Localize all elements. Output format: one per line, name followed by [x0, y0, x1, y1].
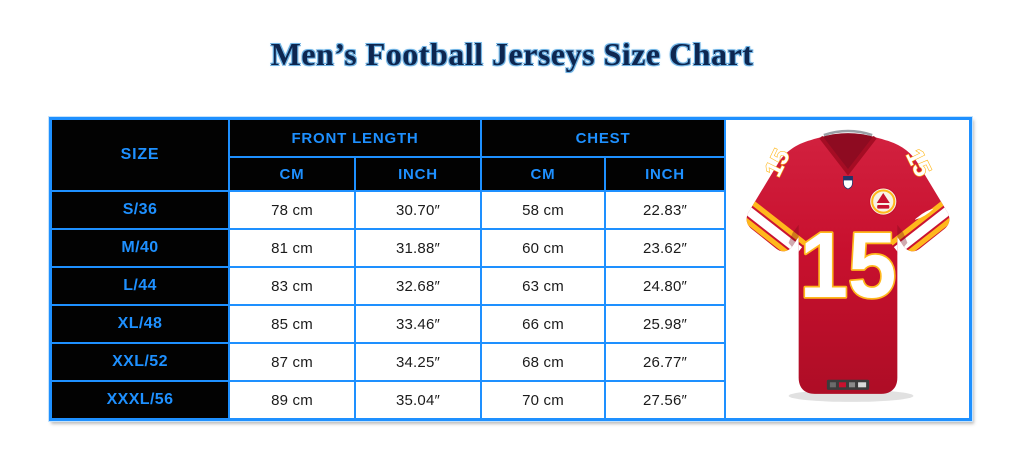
jock-tag [826, 379, 869, 390]
cell-front-cm: 78 cm [230, 192, 354, 228]
jersey-body [746, 135, 949, 394]
cell-front-cm: 85 cm [230, 306, 354, 342]
cell-chest-cm: 63 cm [482, 268, 604, 304]
chiefs-patch-icon [868, 187, 897, 216]
sleeve-stripes [746, 196, 949, 260]
row-size-label: XL/48 [52, 306, 228, 342]
row-size-label: S/36 [52, 192, 228, 228]
column-header-size: SIZE [52, 120, 228, 190]
column-header-front-length: FRONT LENGTH [230, 120, 480, 156]
cell-front-inch: 34.25″ [356, 344, 480, 380]
jersey-product-image: 15 15 15 [726, 120, 969, 418]
cell-chest-cm: 58 cm [482, 192, 604, 228]
row-size-label: XXL/52 [52, 344, 228, 380]
cell-chest-inch: 23.62″ [606, 230, 724, 266]
cell-front-cm: 89 cm [230, 382, 354, 418]
cell-chest-inch: 26.77″ [606, 344, 724, 380]
cell-chest-inch: 22.83″ [606, 192, 724, 228]
cell-front-inch: 32.68″ [356, 268, 480, 304]
cell-front-inch: 31.88″ [356, 230, 480, 266]
cell-front-cm: 83 cm [230, 268, 354, 304]
unit-header-front-cm: CM [230, 158, 354, 190]
unit-header-front-inch: INCH [356, 158, 480, 190]
cell-chest-cm: 66 cm [482, 306, 604, 342]
jersey-image: 15 15 15 [746, 129, 949, 402]
collar-opening [820, 133, 875, 173]
collar-trim [822, 129, 873, 137]
nike-swoosh-icon [914, 208, 934, 220]
cell-front-inch: 33.46″ [356, 306, 480, 342]
cell-chest-cm: 70 cm [482, 382, 604, 418]
unit-header-chest-cm: CM [482, 158, 604, 190]
cell-chest-cm: 68 cm [482, 344, 604, 380]
unit-header-chest-inch: INCH [606, 158, 724, 190]
collar-edge [818, 135, 877, 176]
cell-chest-inch: 25.98″ [606, 306, 724, 342]
cell-chest-inch: 27.56″ [606, 382, 724, 418]
jersey-number: 15 [799, 215, 896, 318]
page-title: Men’s Football Jerseys Size Chart [270, 36, 754, 72]
cell-front-inch: 35.04″ [356, 382, 480, 418]
row-size-label: L/44 [52, 268, 228, 304]
row-size-label: XXXL/56 [52, 382, 228, 418]
cell-front-cm: 81 cm [230, 230, 354, 266]
cell-front-inch: 30.70″ [356, 192, 480, 228]
cell-front-cm: 87 cm [230, 344, 354, 380]
cell-chest-cm: 60 cm [482, 230, 604, 266]
nfl-shield-icon [842, 175, 853, 190]
cell-chest-inch: 24.80″ [606, 268, 724, 304]
size-chart-table: SIZE FRONT LENGTH CHEST [49, 117, 972, 421]
row-size-label: M/40 [52, 230, 228, 266]
column-header-chest: CHEST [482, 120, 724, 156]
